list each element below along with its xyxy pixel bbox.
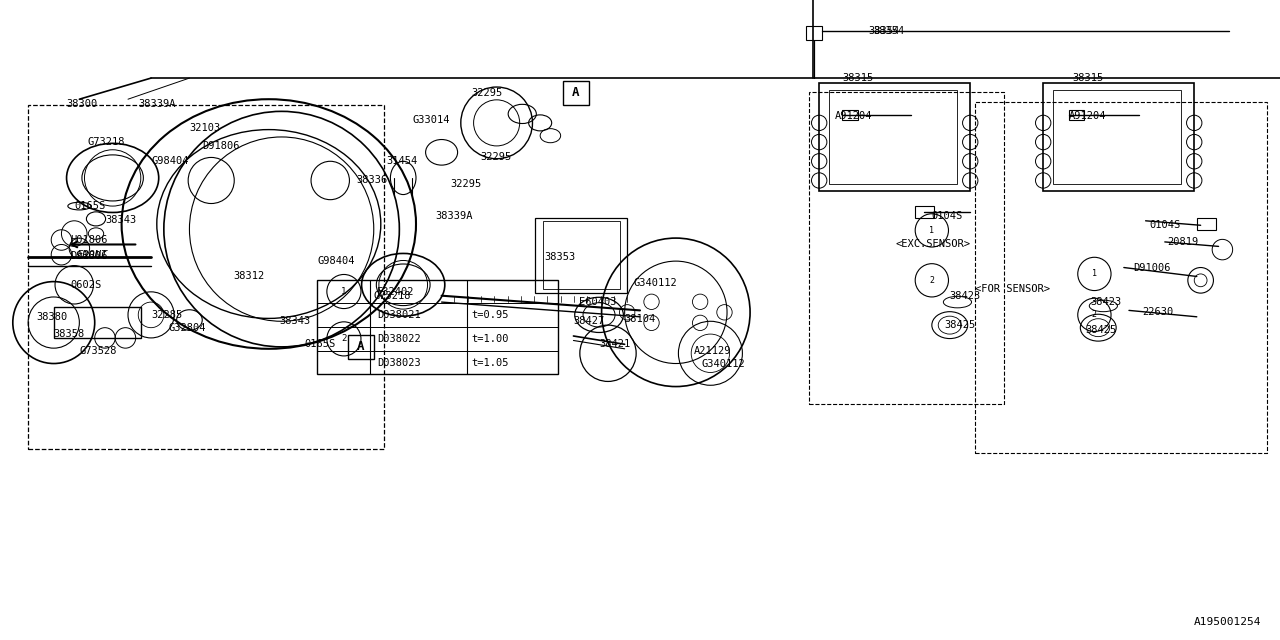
Bar (1053, 90, 1181, 184)
Text: 2: 2 (342, 334, 347, 344)
Text: 38427: 38427 (573, 316, 604, 326)
Text: 38358: 38358 (54, 329, 84, 339)
Text: D91806: D91806 (202, 141, 239, 151)
Text: 38380: 38380 (36, 312, 67, 322)
Bar (28, 105, 384, 449)
Bar (819, 83, 970, 191)
Text: G73218: G73218 (374, 291, 411, 301)
Text: 38336: 38336 (356, 175, 387, 186)
Text: 38423: 38423 (1091, 297, 1121, 307)
Text: A21129: A21129 (694, 346, 731, 356)
Text: 38104: 38104 (625, 314, 655, 324)
Text: 32285: 32285 (151, 310, 182, 320)
Bar (975, 102, 1267, 453)
Text: D91006: D91006 (1133, 262, 1170, 273)
Text: G33014: G33014 (412, 115, 449, 125)
Text: 20819: 20819 (1167, 237, 1198, 247)
Text: 38421: 38421 (599, 339, 630, 349)
Text: 38423: 38423 (950, 291, 980, 301)
Text: 38343: 38343 (279, 316, 310, 326)
Text: 38354: 38354 (873, 26, 904, 36)
Text: 1: 1 (1092, 269, 1097, 278)
Bar (54, 307, 141, 338)
Text: D038021: D038021 (376, 310, 421, 320)
Text: 2: 2 (929, 276, 934, 285)
Text: 0165S: 0165S (74, 201, 105, 211)
Text: 38425: 38425 (945, 320, 975, 330)
Text: 32103: 32103 (189, 123, 220, 133)
Text: D91806: D91806 (70, 251, 108, 261)
Text: 0165S: 0165S (305, 339, 335, 349)
Text: G340112: G340112 (634, 278, 677, 288)
Text: G73528: G73528 (79, 346, 116, 356)
Bar (809, 92, 1004, 404)
Text: 0104S: 0104S (932, 211, 963, 221)
Text: G340112: G340112 (701, 358, 745, 369)
Text: <EXC.SENSOR>: <EXC.SENSOR> (896, 239, 972, 250)
Bar (535, 218, 627, 293)
Text: D038022: D038022 (376, 334, 421, 344)
Text: t=0.95: t=0.95 (472, 310, 509, 320)
Text: <FOR SENSOR>: <FOR SENSOR> (975, 284, 1051, 294)
Bar (543, 221, 620, 289)
Text: F32402: F32402 (376, 287, 415, 296)
Text: 32295: 32295 (451, 179, 481, 189)
Text: G98404: G98404 (317, 256, 355, 266)
Text: 31454: 31454 (387, 156, 417, 166)
Text: A91204: A91204 (835, 111, 872, 122)
Bar (317, 280, 558, 374)
Text: 32295: 32295 (471, 88, 502, 98)
Bar (1069, 110, 1084, 120)
Text: G32804: G32804 (169, 323, 206, 333)
Bar (1043, 83, 1194, 191)
Bar (1197, 218, 1216, 230)
Text: 2: 2 (1092, 310, 1097, 319)
Bar (915, 206, 934, 218)
Text: 38315: 38315 (1073, 73, 1103, 83)
Text: A195001254: A195001254 (1193, 617, 1261, 627)
Text: 38343: 38343 (105, 215, 136, 225)
Bar (348, 335, 374, 359)
Bar (806, 26, 822, 40)
Text: 38425: 38425 (1085, 324, 1116, 335)
Text: A: A (572, 86, 580, 99)
Text: 1: 1 (929, 226, 934, 235)
Bar (842, 110, 858, 120)
Text: 38354: 38354 (868, 26, 899, 36)
Text: 38315: 38315 (842, 73, 873, 83)
Text: 38300: 38300 (67, 99, 97, 109)
Text: H01806: H01806 (70, 235, 108, 245)
Text: 38353: 38353 (544, 252, 575, 262)
Text: 0104S: 0104S (1149, 220, 1180, 230)
Text: 22630: 22630 (1142, 307, 1172, 317)
Text: G98404: G98404 (151, 156, 188, 166)
Text: t=1.00: t=1.00 (472, 334, 509, 344)
Text: 0602S: 0602S (70, 280, 101, 290)
Text: 38339A: 38339A (435, 211, 472, 221)
Text: 32295: 32295 (480, 152, 511, 162)
Bar (563, 81, 589, 105)
Text: A: A (357, 340, 365, 353)
Text: D038023: D038023 (376, 358, 421, 367)
Text: A91204: A91204 (1069, 111, 1106, 122)
Text: FRONT: FRONT (77, 250, 108, 260)
Text: E60403: E60403 (579, 297, 616, 307)
Text: 1: 1 (342, 287, 347, 296)
Text: 38312: 38312 (233, 271, 264, 282)
Bar (829, 90, 957, 184)
Text: t=1.05: t=1.05 (472, 358, 509, 367)
Text: 38339A: 38339A (138, 99, 175, 109)
Text: G73218: G73218 (87, 137, 124, 147)
